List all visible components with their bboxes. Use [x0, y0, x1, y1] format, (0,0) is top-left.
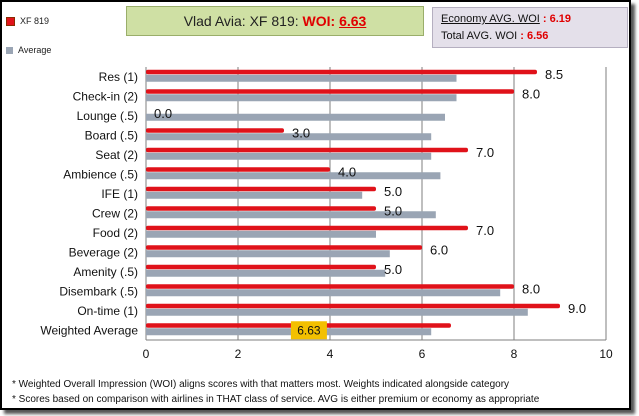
total-average-line: Total AVG. WOI : 6.56: [441, 28, 627, 45]
average-bar-11: [146, 289, 501, 297]
average-bar-0: [146, 74, 457, 82]
data-label-13: 6.63: [297, 323, 321, 337]
category-label-7: Crew (2): [92, 206, 138, 220]
economy-average-line: Economy AVG. WOI : 6.19: [441, 11, 627, 28]
average-bar-13: [146, 328, 432, 336]
weighted-average-highlight: [290, 321, 327, 340]
legend: XF 819 Average: [6, 12, 51, 70]
flight-bar-7: [146, 206, 376, 211]
flight-bar-12: [146, 303, 560, 309]
x-tick-label-0: 0: [143, 347, 150, 361]
data-label-11: 8.0: [522, 281, 540, 296]
average-bar-8: [146, 230, 376, 238]
category-label-3: Board (.5): [85, 128, 138, 142]
chart-frame: [0, 0, 631, 410]
flight-bar-0: [146, 69, 537, 75]
data-label-4: 7.0: [476, 145, 494, 160]
averages-box: Economy AVG. WOI : 6.19 Total AVG. WOI :…: [432, 7, 628, 48]
flight-bar-3: [146, 128, 284, 133]
data-label-6: 5.0: [384, 184, 402, 199]
data-label-3: 3.0: [292, 125, 310, 140]
category-label-5: Ambience (.5): [63, 167, 138, 181]
category-label-9: Beverage (2): [69, 245, 138, 259]
x-tick-label-3: 6: [419, 347, 426, 361]
average-bar-7: [146, 211, 436, 219]
total-average-value: : 6.56: [520, 30, 549, 42]
category-label-13: Weighted Average: [40, 323, 138, 337]
flight-bar-5: [146, 167, 330, 172]
average-bar-10: [146, 269, 386, 277]
flight-bar-4: [146, 147, 468, 153]
average-bar-1: [146, 94, 457, 102]
average-bar-6: [146, 191, 363, 199]
average-bar-9: [146, 250, 390, 258]
data-label-9: 6.0: [430, 242, 448, 257]
economy-average-value: : 6.19: [542, 13, 572, 25]
flight-bar-9: [146, 245, 422, 250]
data-label-5: 4.0: [338, 164, 356, 179]
flight-bar-1: [146, 89, 514, 94]
footnotes: * Weighted Overall Impression (WOI) alig…: [12, 377, 539, 407]
legend-item-average: Average: [6, 41, 51, 59]
flight-bar-8: [146, 225, 468, 231]
average-bar-4: [146, 152, 432, 160]
flight-bar-11: [146, 284, 514, 289]
data-label-8: 7.0: [476, 223, 494, 238]
title-flight: Vlad Avia: XF 819:: [183, 13, 299, 29]
legend-swatch-average: [6, 47, 13, 55]
category-label-11: Disembark (.5): [59, 284, 138, 298]
legend-swatch-xf819: [6, 17, 15, 27]
footnote-woi: * Weighted Overall Impression (WOI) alig…: [12, 379, 510, 390]
x-tick-label-1: 2: [235, 347, 242, 361]
data-label-0: 8.5: [545, 67, 563, 82]
legend-item-xf819: XF 819: [6, 12, 51, 30]
flight-bar-6: [146, 186, 376, 192]
chart-title-box: Vlad Avia: XF 819: WOI: 6.63: [126, 6, 424, 36]
data-label-12: 9.0: [568, 301, 586, 316]
average-bar-3: [146, 133, 432, 141]
economy-average-label: Economy AVG. WOI: [441, 13, 540, 25]
x-tick-label-4: 8: [511, 347, 518, 361]
data-label-2: 0.0: [154, 106, 172, 121]
x-tick-label-5: 10: [599, 347, 613, 361]
category-label-10: Amenity (.5): [73, 265, 138, 279]
category-label-6: IFE (1): [101, 187, 138, 201]
data-label-1: 8.0: [522, 86, 540, 101]
category-label-2: Lounge (.5): [77, 109, 138, 123]
average-bar-5: [146, 172, 441, 180]
legend-label-xf819: XF 819: [20, 16, 50, 26]
data-label-7: 5.0: [384, 203, 402, 218]
category-label-12: On-time (1): [77, 304, 138, 318]
title-woi-value: 6.63: [339, 13, 367, 29]
flight-bar-10: [146, 264, 376, 270]
footnote-scores: * Scores based on comparison with airlin…: [12, 394, 540, 405]
category-label-4: Seat (2): [95, 148, 138, 162]
x-tick-label-2: 4: [327, 347, 334, 361]
category-label-8: Food (2): [93, 226, 138, 240]
title-woi-label: WOI:: [302, 13, 336, 29]
category-label-0: Res (1): [99, 70, 138, 84]
data-label-10: 5.0: [384, 262, 402, 277]
category-label-1: Check-in (2): [73, 89, 138, 103]
average-bar-12: [146, 308, 528, 316]
legend-label-average: Average: [18, 45, 52, 55]
total-average-label: Total AVG. WOI: [441, 30, 518, 42]
average-bar-2: [146, 113, 445, 121]
